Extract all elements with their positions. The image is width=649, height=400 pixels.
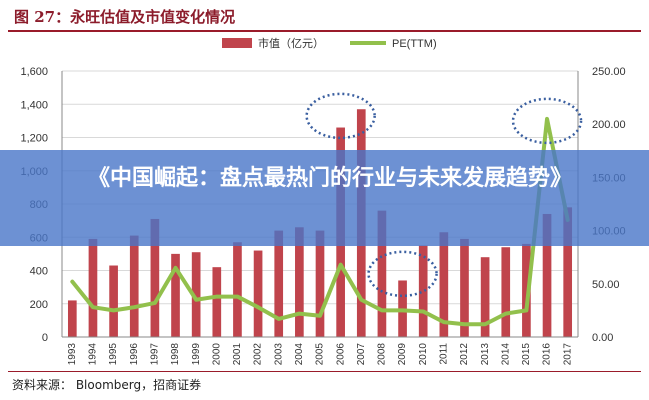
pe-line [70, 116, 570, 327]
x-tick-label: 1995 [108, 343, 119, 366]
x-tick-label: 2007 [356, 343, 367, 366]
bar [191, 252, 201, 337]
y-right-tick-label: 50.00 [592, 279, 620, 291]
legend-label-line: PE(TTM) [392, 38, 437, 50]
overlay-banner: 《中国崛起：盘点最热门的行业与未来发展趋势》 [0, 150, 649, 246]
bar [501, 247, 511, 337]
bar [274, 230, 284, 337]
x-tick-label: 2006 [335, 343, 346, 366]
y-right-tick-label: 0.00 [592, 332, 613, 344]
x-tick-label: 2013 [480, 343, 491, 366]
x-tick-label: 1994 [88, 343, 99, 366]
footer-divider [8, 371, 641, 372]
x-tick-label: 2016 [542, 343, 553, 366]
bar [233, 242, 242, 337]
dashed-highlight-circle [367, 250, 438, 298]
figure-title-bar: 图 27：永旺估值及市值变化情况 [8, 4, 641, 32]
banner-text: 《中国崛起：盘点最热门的行业与未来发展趋势》 [87, 166, 572, 191]
x-tick-label: 2009 [397, 343, 408, 366]
x-tick-label: 2002 [253, 343, 264, 366]
bar [522, 243, 531, 337]
bar [439, 232, 449, 337]
y-right-tick-label: 250.00 [592, 66, 626, 78]
bar [129, 235, 139, 337]
chart-annotations [305, 92, 583, 298]
bar [542, 213, 552, 337]
x-tick-label: 1996 [129, 343, 140, 366]
bar [212, 267, 222, 337]
y-left-tick-label: 1,400 [20, 99, 48, 111]
y-left-tick-label: 0 [42, 332, 48, 344]
bar [460, 238, 469, 337]
source-note: 资料来源： Bloomberg，招商证券 [12, 378, 202, 392]
bar [109, 265, 118, 337]
bar [150, 218, 160, 337]
legend-label-bar: 市值（亿元） [258, 36, 324, 50]
bar [480, 257, 490, 337]
chart-legend: 市值（亿元） PE(TTM) [222, 36, 437, 50]
x-tick-label: 2008 [377, 343, 388, 366]
dashed-highlight-circle [511, 97, 583, 145]
bar [67, 300, 77, 337]
x-tick-label: 2015 [521, 343, 532, 366]
y-left-tick-label: 1,200 [20, 133, 48, 145]
x-tick-label: 1998 [170, 343, 181, 366]
x-tick-label: 2005 [315, 343, 326, 366]
legend-swatch-bar [222, 38, 252, 48]
bar [315, 230, 325, 337]
y-left-tick-label: 200 [30, 299, 48, 311]
x-tick-label: 1997 [150, 343, 161, 366]
bar [295, 227, 304, 337]
x-tick-label: 2001 [232, 343, 243, 366]
x-tick-label: 2003 [273, 343, 284, 366]
line-series [70, 116, 570, 327]
bar [377, 210, 387, 337]
figure-title: 图 27：永旺估值及市值变化情况 [14, 8, 236, 26]
y-left-tick-label: 400 [30, 266, 48, 278]
x-tick-label: 2014 [500, 343, 511, 366]
dashed-highlight-circle [305, 92, 376, 140]
y-left-tick-label: 1,600 [20, 66, 48, 78]
x-tick-label: 2010 [418, 343, 429, 366]
x-tick-label: 1999 [191, 343, 202, 366]
x-tick-label: 2011 [438, 343, 449, 365]
x-tick-label: 2012 [459, 343, 470, 366]
x-tick-label: 2017 [562, 343, 573, 366]
x-tick-label: 2004 [294, 343, 305, 366]
x-tick-label: 2000 [211, 343, 222, 366]
bar [171, 253, 180, 337]
bar [253, 250, 263, 337]
y-right-tick-label: 200.00 [592, 119, 626, 131]
bar [88, 238, 98, 337]
bar [563, 207, 573, 337]
bar [418, 245, 428, 337]
x-tick-label: 1993 [67, 343, 78, 366]
